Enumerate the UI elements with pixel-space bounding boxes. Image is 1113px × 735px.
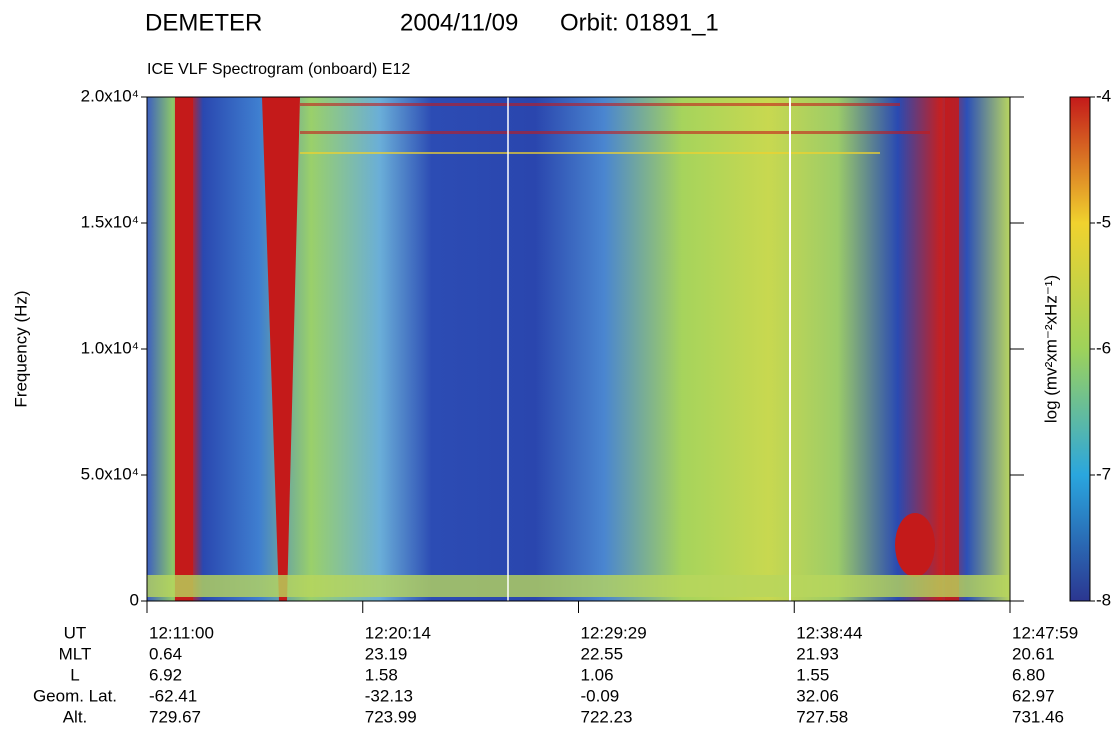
row-value: 6.80: [1012, 665, 1045, 684]
colorbar-tick-label: -6: [1096, 338, 1111, 357]
row-label: L: [70, 665, 79, 684]
row-value: 1.55: [796, 665, 829, 684]
row-label: Alt.: [63, 707, 88, 726]
y-tick-label: 0: [130, 590, 139, 609]
chart-title: DEMETER: [145, 9, 262, 36]
y-tick-label: 1.0x10⁴: [81, 338, 139, 357]
row-value: 723.99: [365, 707, 417, 726]
row-value: 1.06: [581, 665, 614, 684]
row-value: 23.19: [365, 644, 408, 663]
row-value: 0.64: [149, 644, 182, 663]
row-value: 12:47:59: [1012, 623, 1078, 642]
y-tick-label: 2.0x10⁴: [81, 86, 139, 105]
y-tick-label: 1.5x10⁴: [81, 212, 139, 231]
row-value: 1.58: [365, 665, 398, 684]
row-value: 6.92: [149, 665, 182, 684]
row-label: Geom. Lat.: [33, 686, 117, 705]
row-label: UT: [64, 623, 87, 642]
colorbar-tick-label: -7: [1096, 464, 1111, 483]
date: 2004/11/09: [400, 9, 518, 36]
row-value: 21.93: [796, 644, 839, 663]
row-value: 727.58: [796, 707, 848, 726]
row-value: 12:29:29: [581, 623, 647, 642]
subtitle: ICE VLF Spectrogram (onboard) E12: [147, 61, 410, 78]
row-value: -0.09: [581, 686, 620, 705]
row-value: 731.46: [1012, 707, 1064, 726]
row-label: MLT: [59, 644, 92, 663]
colorbar-tick-label: -4: [1096, 86, 1111, 105]
y-axis-label: Frequency (Hz): [11, 290, 30, 407]
spectrogram: [147, 97, 1010, 601]
row-value: 12:38:44: [796, 623, 862, 642]
y-tick-label: 5.0x10⁴: [81, 464, 139, 483]
colorbar-label: log (mv²xm⁻²xHz⁻¹): [1041, 275, 1060, 423]
colorbar-tick-label: -5: [1096, 212, 1111, 231]
row-value: 22.55: [581, 644, 624, 663]
row-value: 722.23: [581, 707, 633, 726]
colorbar: [1069, 96, 1091, 602]
orbit: Orbit: 01891_1: [560, 9, 719, 36]
row-value: -32.13: [365, 686, 413, 705]
row-value: -62.41: [149, 686, 197, 705]
row-value: 20.61: [1012, 644, 1055, 663]
row-value: 12:11:00: [149, 623, 214, 642]
colorbar-tick-label: -8: [1096, 590, 1111, 609]
row-value: 12:20:14: [365, 623, 431, 642]
row-value: 32.06: [796, 686, 839, 705]
row-value: 729.67: [149, 707, 201, 726]
row-value: 62.97: [1012, 686, 1055, 705]
